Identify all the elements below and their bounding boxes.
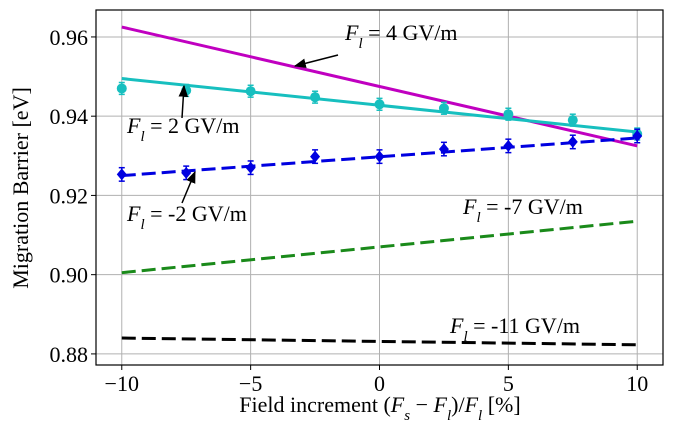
- fit-line: [121, 25, 638, 148]
- data-point: [245, 161, 256, 174]
- data-point: [438, 143, 449, 156]
- data-point: [567, 115, 578, 126]
- annotation: Fl = 4 GV/m: [344, 20, 458, 52]
- text-segment: s: [404, 408, 410, 422]
- annotation-arrow: [293, 54, 339, 68]
- data-point: [310, 150, 321, 163]
- text-segment: l: [140, 129, 144, 145]
- annotation-arrow: [178, 84, 189, 119]
- text-segment: F: [126, 113, 141, 138]
- text-segment: l: [463, 329, 467, 345]
- text-segment: −: [410, 392, 433, 417]
- text-segment: = -11 GV/m: [468, 313, 580, 338]
- y-tick-label: 0.94: [50, 104, 89, 129]
- data-point: [310, 92, 321, 103]
- text-segment: [%]: [482, 392, 520, 417]
- data-point: [503, 109, 514, 120]
- text-segment: = 4 GV/m: [363, 20, 458, 45]
- text-segment: F: [126, 201, 141, 226]
- data-point: [374, 150, 385, 163]
- x-tick-label: 5: [503, 371, 514, 396]
- fit-line: [121, 219, 638, 275]
- x-axis-label: Field increment (Fs − Fl)/Fl [%]: [239, 392, 520, 422]
- data-point: [567, 135, 578, 148]
- annotation: Fl = -2 GV/m: [126, 201, 247, 233]
- fit-line: [121, 336, 638, 347]
- x-tick-label: −5: [239, 371, 262, 396]
- text-segment: l: [140, 217, 144, 233]
- text-segment: l: [476, 210, 480, 226]
- fit-line: [121, 136, 638, 178]
- x-tick-label: −10: [105, 371, 139, 396]
- data-point: [181, 166, 192, 179]
- data-point: [503, 139, 514, 152]
- text-segment: F: [390, 392, 405, 417]
- data-point: [116, 83, 127, 94]
- x-tick-label: 0: [374, 371, 385, 396]
- text-segment: F: [433, 392, 448, 417]
- data-point: [632, 129, 643, 142]
- annotation-arrow: [181, 170, 196, 204]
- annotation: Fl = -11 GV/m: [449, 313, 580, 345]
- text-segment: = -7 GV/m: [481, 194, 583, 219]
- text-segment: = -2 GV/m: [145, 201, 247, 226]
- text-segment: = 2 GV/m: [145, 113, 240, 138]
- text-segment: l: [478, 408, 482, 422]
- y-tick-label: 0.92: [50, 183, 89, 208]
- annotation: Fl = -7 GV/m: [462, 194, 583, 226]
- x-tick-label: 10: [626, 371, 648, 396]
- data-point: [374, 99, 385, 110]
- y-tick-label: 0.96: [50, 25, 89, 50]
- data-point: [116, 168, 127, 181]
- y-tick-label: 0.88: [50, 342, 89, 367]
- text-segment: F: [449, 313, 464, 338]
- text-segment: Field increment (: [239, 392, 391, 417]
- text-segment: F: [344, 20, 359, 45]
- data-point: [181, 85, 192, 96]
- text-segment: F: [462, 194, 477, 219]
- text-segment: )/: [451, 392, 465, 417]
- y-axis-label: Migration Barrier [eV]: [8, 87, 33, 289]
- plot-frame: [95, 9, 664, 366]
- text-segment: l: [447, 408, 451, 422]
- text-segment: F: [464, 392, 479, 417]
- y-tick-label: 0.90: [50, 263, 89, 288]
- annotation: Fl = 2 GV/m: [126, 113, 240, 145]
- data-point: [245, 86, 256, 97]
- text-segment: l: [358, 36, 362, 52]
- data-point: [438, 103, 449, 114]
